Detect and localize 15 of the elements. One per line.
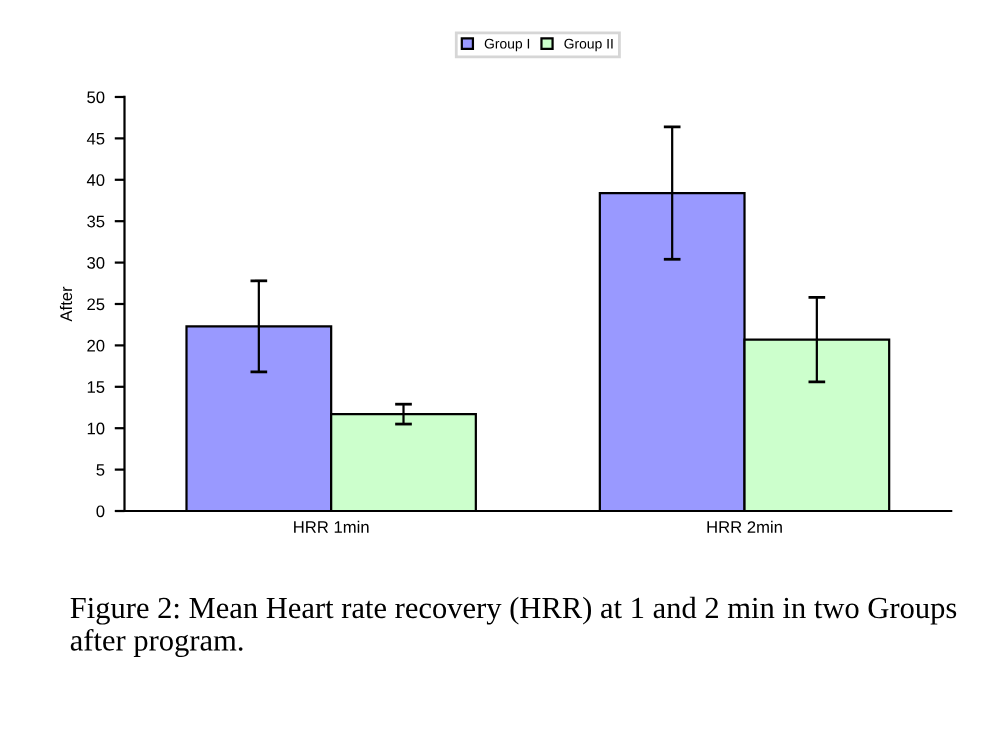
y-axis-title: After	[59, 286, 73, 322]
y-tick-label: 15	[87, 381, 105, 393]
x-tick-label: HRR 1min	[294, 520, 369, 533]
caption: Figure 2: Mean Heart rate recovery (HRR) at 1 and 2 min in two Groups after program.	[70, 596, 957, 658]
y-tick-label: 5	[96, 464, 105, 476]
y-tick-label: 30	[87, 256, 105, 269]
x-tick-label: HRR 2min	[707, 520, 782, 533]
y-tick-label: 20	[87, 339, 105, 352]
y-tick-label: 50	[87, 91, 105, 104]
y-tick-label: 25	[87, 298, 105, 311]
y-tick-label: 0	[96, 505, 105, 518]
y-tick-label: 45	[86, 132, 105, 145]
y-tick-label: 40	[86, 174, 105, 186]
y-tick-label: 10	[87, 422, 105, 435]
y-tick-label: 35	[87, 215, 105, 228]
